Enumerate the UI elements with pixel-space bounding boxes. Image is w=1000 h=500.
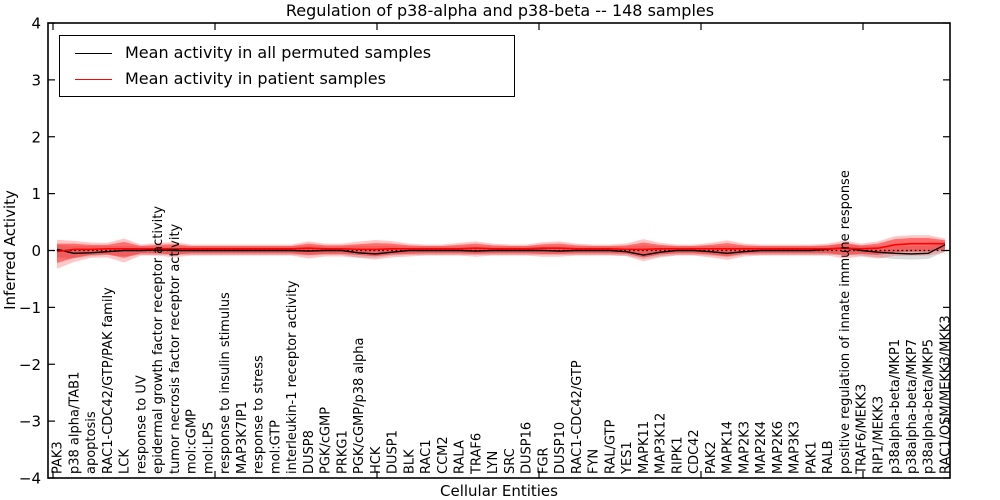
entity-label: RIP1/MEKK3 xyxy=(871,396,886,474)
entity-label: YES1 xyxy=(620,441,635,475)
y-tick-label: 1 xyxy=(31,185,41,203)
entity-label: PAK1 xyxy=(804,441,819,474)
entity-label: DUSP10 xyxy=(553,422,568,474)
y-tick-label: −4 xyxy=(19,470,41,488)
entity-label: HCK xyxy=(369,446,384,474)
y-tick-label: −1 xyxy=(19,299,41,317)
entity-label: RIPK1 xyxy=(670,436,685,474)
entity-label: RAC1 xyxy=(419,439,434,474)
entity-label: mol:GTP xyxy=(268,420,283,474)
entity-label: PGK/cGMP/p38 alpha xyxy=(352,338,367,474)
entity-labels: PAK3 p38 alpha/TAB1 apoptosis RAC1-CDC42/GT… xyxy=(51,170,954,475)
entity-label: response to UV xyxy=(134,375,149,474)
entity-label: CDC42 xyxy=(687,429,702,474)
patient-mean-line xyxy=(56,242,945,253)
entity-label: PAK2 xyxy=(704,441,719,474)
entity-label: MAP2K3 xyxy=(737,421,752,474)
entity-label: RALA xyxy=(453,440,468,474)
entity-label: MAP2K6 xyxy=(771,421,786,474)
y-axis-ticks: 4 3 2 1 0 −1 −2 −3 −4 xyxy=(19,15,950,488)
entity-label: RAC1-CDC42/GTP xyxy=(570,360,585,474)
y-tick-label: 2 xyxy=(31,128,41,146)
entity-label: interleukin-1 receptor activity xyxy=(285,280,300,474)
entity-label: p38 alpha/TAB1 xyxy=(67,372,82,474)
permuted-mean-line xyxy=(56,244,946,256)
entity-label: response to insulin stimulus xyxy=(218,292,233,474)
chart-title: Regulation of p38-alpha and p38-beta -- … xyxy=(285,1,715,20)
entity-label: MAPK11 xyxy=(637,421,652,474)
y-tick-label: 4 xyxy=(31,15,41,33)
legend-label-permuted: Mean activity in all permuted samples xyxy=(125,43,432,62)
entity-label: FGR xyxy=(536,447,551,474)
entity-label: TRAF6/MEKK3 xyxy=(855,384,870,475)
y-axis-label: Inferred Activity xyxy=(1,190,19,310)
entity-label: positive regulation of innate immune res… xyxy=(838,170,853,474)
entity-label: TRAF6 xyxy=(469,433,484,475)
entity-label: MAP3K3 xyxy=(788,421,803,474)
entity-label: FYN xyxy=(587,449,602,474)
legend-line-sample-permuted-icon xyxy=(75,52,112,54)
y-tick-label: −2 xyxy=(19,356,41,374)
entity-label: mol:cGMP xyxy=(185,409,200,474)
entity-label: RAC1/OSM/MEKK3/MKK3 xyxy=(939,315,954,474)
entity-label: MAP3K7IP1 xyxy=(235,401,250,474)
x-axis-label: Cellular Entities xyxy=(440,482,558,500)
y-tick-label: −3 xyxy=(19,413,41,431)
legend-entry-patient: Mean activity in patient samples xyxy=(60,70,514,88)
entity-label: RAC1-CDC42/GTP/PAK family xyxy=(101,287,116,474)
entity-label: DUSP1 xyxy=(386,430,401,474)
entity-label: RAL/GTP xyxy=(603,419,618,474)
legend-line-sample-patient-icon xyxy=(75,78,112,80)
y-tick-label: 0 xyxy=(31,242,41,260)
entity-label: MAP3K12 xyxy=(654,413,669,474)
legend-label-patient: Mean activity in patient samples xyxy=(125,69,386,88)
entity-label: DUSP8 xyxy=(302,430,317,474)
entity-label: LCK xyxy=(118,449,133,474)
entity-label: BLK xyxy=(402,449,417,474)
x-axis-ticks xyxy=(52,23,864,478)
legend-entry-permuted: Mean activity in all permuted samples xyxy=(60,44,514,62)
entity-label: epidermal growth factor receptor activit… xyxy=(151,206,166,474)
entity-label: p38alpha-beta/MKP1 xyxy=(888,339,903,474)
entity-label: tumor necrosis factor receptor activity xyxy=(168,223,183,474)
entity-label: PAK3 xyxy=(51,441,66,474)
entity-label: LYN xyxy=(486,451,501,474)
entity-label: apoptosis xyxy=(84,411,99,474)
entity-label: MAP2K4 xyxy=(754,421,769,474)
entity-label: SRC xyxy=(503,448,518,474)
entity-label: PRKG1 xyxy=(335,430,350,474)
patient-band-outer xyxy=(57,235,945,269)
entity-label: MAPK14 xyxy=(721,421,736,474)
entity-label: CCM2 xyxy=(436,436,451,474)
entity-label: DUSP16 xyxy=(520,422,535,474)
entity-label: p38alpha-beta/MKP5 xyxy=(922,339,937,474)
entity-label: p38alpha-beta/MKP7 xyxy=(905,339,920,474)
legend: Mean activity in all permuted samples Me… xyxy=(59,35,515,97)
entity-label: response to stress xyxy=(252,355,267,474)
entity-label: RALB xyxy=(821,440,836,474)
y-tick-label: 3 xyxy=(31,71,41,89)
entity-label: mol:LPS xyxy=(201,422,216,474)
entity-label: PGK/cGMP xyxy=(319,407,334,474)
